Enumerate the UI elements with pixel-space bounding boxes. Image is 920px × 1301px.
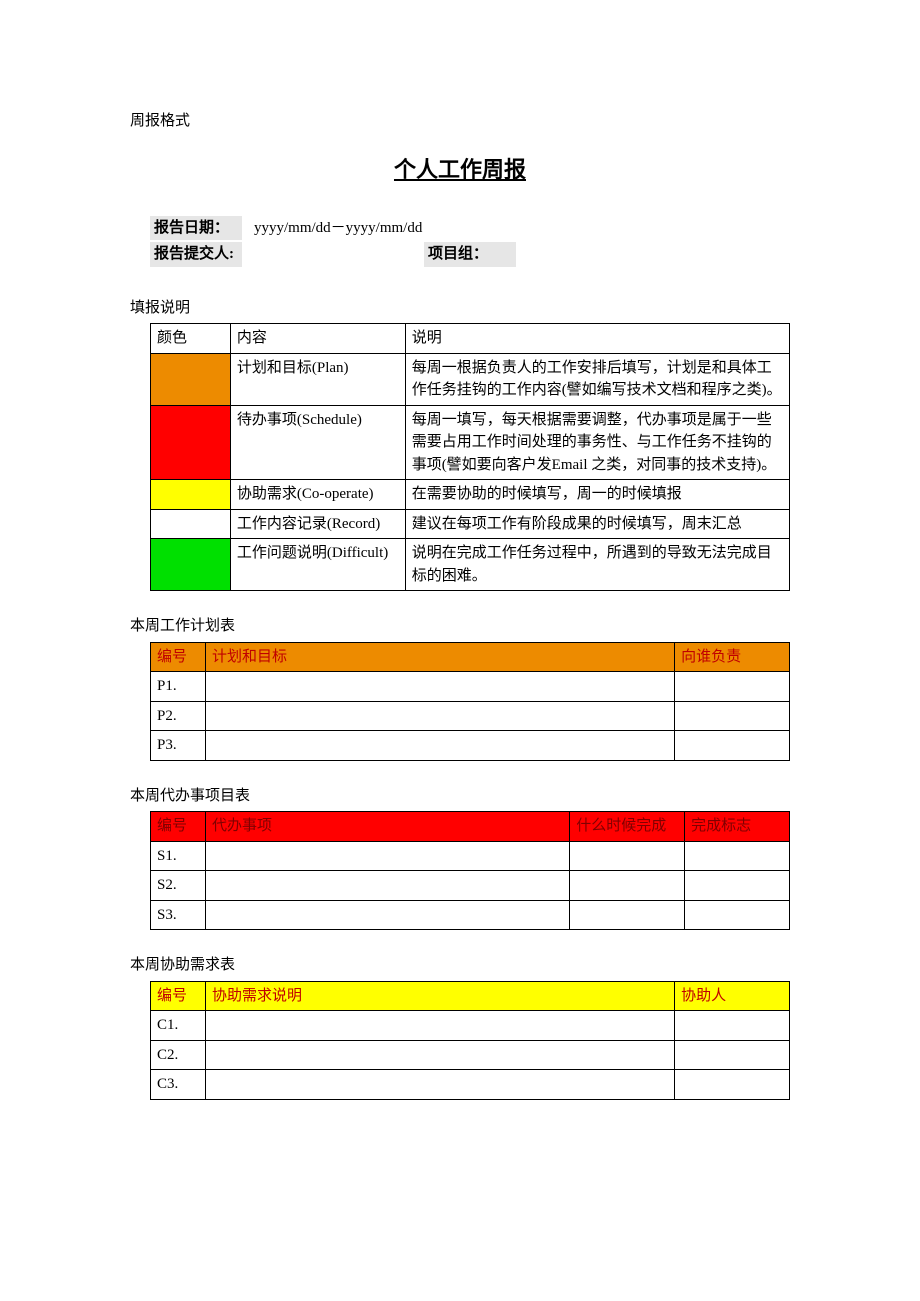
schedule-done-cell bbox=[685, 871, 790, 901]
table-row: P2. bbox=[151, 701, 790, 731]
legend-content-cell: 协助需求(Co-operate) bbox=[230, 480, 405, 510]
meta-group: 项目组： bbox=[424, 242, 528, 267]
schedule-header-main: 代办事项 bbox=[205, 812, 569, 842]
schedule-done-cell bbox=[685, 841, 790, 871]
schedule-section-label: 本周代办事项目表 bbox=[130, 785, 790, 808]
schedule-id-cell: S3. bbox=[151, 900, 206, 930]
group-label: 项目组： bbox=[424, 242, 516, 267]
legend-desc-cell: 每周一根据负责人的工作安排后填写，计划是和具体工作任务挂钩的工作内容(譬如编写技… bbox=[405, 353, 789, 405]
legend-content-cell: 工作问题说明(Difficult) bbox=[230, 539, 405, 591]
legend-header-content: 内容 bbox=[230, 324, 405, 354]
plan-header-right: 向谁负责 bbox=[675, 642, 790, 672]
table-row: P1. bbox=[151, 672, 790, 702]
legend-header-desc: 说明 bbox=[405, 324, 789, 354]
meta-row-submitter: 报告提交人: 项目组： bbox=[150, 242, 790, 267]
cooperate-header-row: 编号 协助需求说明 协助人 bbox=[151, 981, 790, 1011]
plan-section-label: 本周工作计划表 bbox=[130, 615, 790, 638]
plan-body: P1.P2.P3. bbox=[151, 672, 790, 761]
table-row: S1. bbox=[151, 841, 790, 871]
plan-main-cell bbox=[205, 731, 674, 761]
date-label: 报告日期： bbox=[150, 216, 242, 241]
plan-header-row: 编号 计划和目标 向谁负责 bbox=[151, 642, 790, 672]
cooperate-header-id: 编号 bbox=[151, 981, 206, 1011]
schedule-when-cell bbox=[570, 900, 685, 930]
schedule-header-row: 编号 代办事项 什么时候完成 完成标志 bbox=[151, 812, 790, 842]
schedule-header-id: 编号 bbox=[151, 812, 206, 842]
schedule-done-cell bbox=[685, 900, 790, 930]
legend-row: 协助需求(Co-operate)在需要协助的时候填写，周一的时候填报 bbox=[151, 480, 790, 510]
legend-section-label: 填报说明 bbox=[130, 297, 790, 320]
legend-content-cell: 计划和目标(Plan) bbox=[230, 353, 405, 405]
table-row: S2. bbox=[151, 871, 790, 901]
plan-table: 编号 计划和目标 向谁负责 P1.P2.P3. bbox=[150, 642, 790, 761]
plan-right-cell bbox=[675, 672, 790, 702]
cooperate-body: C1.C2.C3. bbox=[151, 1011, 790, 1100]
submitter-label: 报告提交人: bbox=[150, 242, 242, 267]
schedule-main-cell bbox=[205, 841, 569, 871]
cooperate-section-label: 本周协助需求表 bbox=[130, 954, 790, 977]
meta-row-date: 报告日期： yyyy/mm/dd－yyyy/mm/dd bbox=[150, 216, 790, 241]
schedule-table: 编号 代办事项 什么时候完成 完成标志 S1.S2.S3. bbox=[150, 811, 790, 930]
plan-id-cell: P3. bbox=[151, 731, 206, 761]
legend-color-cell bbox=[151, 405, 231, 480]
cooperate-main-cell bbox=[205, 1011, 674, 1041]
plan-header-main: 计划和目标 bbox=[205, 642, 674, 672]
table-row: C3. bbox=[151, 1070, 790, 1100]
schedule-header-done: 完成标志 bbox=[685, 812, 790, 842]
legend-desc-cell: 建议在每项工作有阶段成果的时候填写，周末汇总 bbox=[405, 509, 789, 539]
cooperate-header-main: 协助需求说明 bbox=[205, 981, 674, 1011]
plan-main-cell bbox=[205, 701, 674, 731]
legend-row: 计划和目标(Plan)每周一根据负责人的工作安排后填写，计划是和具体工作任务挂钩… bbox=[151, 353, 790, 405]
legend-color-cell bbox=[151, 539, 231, 591]
schedule-when-cell bbox=[570, 841, 685, 871]
legend-header-row: 颜色 内容 说明 bbox=[151, 324, 790, 354]
legend-desc-cell: 在需要协助的时候填写，周一的时候填报 bbox=[405, 480, 789, 510]
plan-main-cell bbox=[205, 672, 674, 702]
legend-desc-cell: 每周一填写，每天根据需要调整，代办事项是属于一些需要占用工作时间处理的事务性、与… bbox=[405, 405, 789, 480]
meta-block: 报告日期： yyyy/mm/dd－yyyy/mm/dd 报告提交人: 项目组： bbox=[150, 216, 790, 267]
cooperate-main-cell bbox=[205, 1040, 674, 1070]
legend-row: 工作问题说明(Difficult)说明在完成工作任务过程中，所遇到的导致无法完成… bbox=[151, 539, 790, 591]
cooperate-right-cell bbox=[675, 1070, 790, 1100]
table-row: P3. bbox=[151, 731, 790, 761]
plan-header-id: 编号 bbox=[151, 642, 206, 672]
legend-color-cell bbox=[151, 509, 231, 539]
cooperate-id-cell: C1. bbox=[151, 1011, 206, 1041]
legend-row: 待办事项(Schedule)每周一填写，每天根据需要调整，代办事项是属于一些需要… bbox=[151, 405, 790, 480]
schedule-body: S1.S2.S3. bbox=[151, 841, 790, 930]
main-title: 个人工作周报 bbox=[130, 153, 790, 186]
schedule-when-cell bbox=[570, 871, 685, 901]
schedule-main-cell bbox=[205, 900, 569, 930]
date-value: yyyy/mm/dd－yyyy/mm/dd bbox=[254, 217, 422, 240]
cooperate-header-right: 协助人 bbox=[675, 981, 790, 1011]
table-row: S3. bbox=[151, 900, 790, 930]
table-row: C2. bbox=[151, 1040, 790, 1070]
schedule-header-when: 什么时候完成 bbox=[570, 812, 685, 842]
legend-row: 工作内容记录(Record)建议在每项工作有阶段成果的时候填写，周末汇总 bbox=[151, 509, 790, 539]
legend-content-cell: 工作内容记录(Record) bbox=[230, 509, 405, 539]
plan-id-cell: P2. bbox=[151, 701, 206, 731]
cooperate-main-cell bbox=[205, 1070, 674, 1100]
cooperate-table: 编号 协助需求说明 协助人 C1.C2.C3. bbox=[150, 981, 790, 1100]
legend-color-cell bbox=[151, 353, 231, 405]
legend-color-cell bbox=[151, 480, 231, 510]
plan-right-cell bbox=[675, 701, 790, 731]
plan-right-cell bbox=[675, 731, 790, 761]
top-label: 周报格式 bbox=[130, 110, 790, 133]
legend-header-color: 颜色 bbox=[151, 324, 231, 354]
legend-table: 颜色 内容 说明 计划和目标(Plan)每周一根据负责人的工作安排后填写，计划是… bbox=[150, 323, 790, 591]
table-row: C1. bbox=[151, 1011, 790, 1041]
cooperate-id-cell: C3. bbox=[151, 1070, 206, 1100]
schedule-main-cell bbox=[205, 871, 569, 901]
cooperate-right-cell bbox=[675, 1040, 790, 1070]
plan-id-cell: P1. bbox=[151, 672, 206, 702]
legend-content-cell: 待办事项(Schedule) bbox=[230, 405, 405, 480]
schedule-id-cell: S1. bbox=[151, 841, 206, 871]
cooperate-right-cell bbox=[675, 1011, 790, 1041]
cooperate-id-cell: C2. bbox=[151, 1040, 206, 1070]
legend-desc-cell: 说明在完成工作任务过程中，所遇到的导致无法完成目标的困难。 bbox=[405, 539, 789, 591]
schedule-id-cell: S2. bbox=[151, 871, 206, 901]
legend-body: 计划和目标(Plan)每周一根据负责人的工作安排后填写，计划是和具体工作任务挂钩… bbox=[151, 353, 790, 591]
